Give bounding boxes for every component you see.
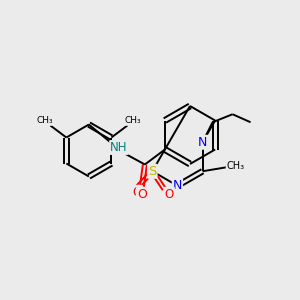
Text: O: O — [133, 186, 142, 199]
Text: N: N — [198, 136, 207, 149]
Text: CH₃: CH₃ — [226, 161, 244, 171]
Text: N: N — [173, 179, 182, 192]
Text: CH₃: CH₃ — [36, 116, 53, 125]
Text: S: S — [148, 165, 157, 178]
Text: CH₃: CH₃ — [124, 116, 141, 125]
Text: NH: NH — [110, 141, 128, 154]
Text: O: O — [137, 188, 147, 201]
Text: O: O — [165, 188, 174, 201]
